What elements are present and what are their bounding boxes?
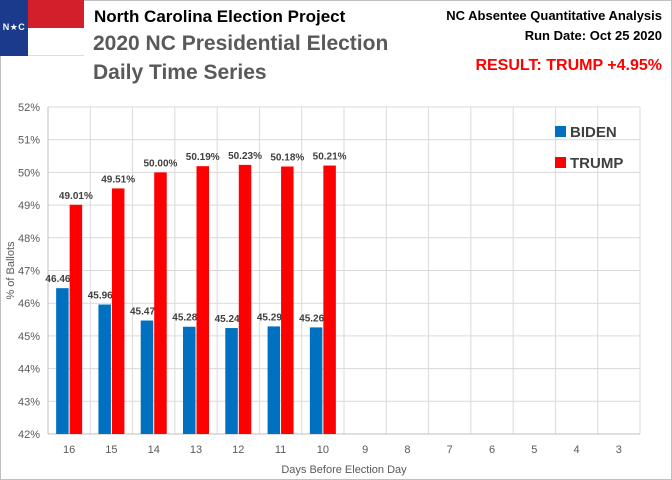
bar-trump: [196, 166, 209, 434]
flag-red-stripe: [28, 0, 84, 28]
x-tick-label: 14: [148, 444, 160, 456]
bar-biden: [98, 304, 111, 434]
star-icon: ★: [9, 22, 19, 32]
y-tick-label: 47%: [18, 266, 40, 278]
flag-union: [0, 0, 28, 56]
result-label: RESULT: TRUMP +4.95%: [475, 57, 662, 74]
bar-trump: [281, 166, 294, 434]
nc-flag: N★C: [0, 0, 84, 56]
bar-trump: [154, 172, 167, 434]
x-tick-label: 16: [63, 444, 75, 456]
bar-biden: [140, 320, 154, 434]
x-tick-label: 10: [317, 444, 329, 456]
data-label-biden: 45.28%: [172, 313, 206, 324]
y-tick-label: 51%: [18, 135, 40, 147]
data-label-trump: 50.21%: [313, 152, 347, 163]
legend-label-trump: TRUMP: [570, 155, 623, 172]
data-label-trump: 50.23%: [228, 151, 262, 162]
x-tick-label: 13: [190, 444, 202, 456]
bar-trump: [238, 164, 252, 434]
analysis-label: NC Absentee Quantitative Analysis: [446, 8, 662, 23]
y-tick-label: 52%: [18, 102, 40, 114]
data-label-trump: 49.01%: [59, 191, 93, 202]
bar-biden: [267, 326, 281, 434]
flag-nc-text: N★C: [2, 22, 26, 32]
bar-biden: [309, 327, 323, 434]
flag-white-stripe: [28, 28, 84, 56]
legend-label-biden: BIDEN: [570, 124, 617, 141]
data-label-trump: 50.00%: [144, 158, 178, 169]
data-label-trump: 49.51%: [101, 174, 135, 185]
data-label-biden: 45.24%: [215, 314, 249, 325]
x-tick-label: 9: [362, 444, 368, 456]
bar-biden: [183, 326, 196, 434]
data-label-trump: 50.19%: [186, 152, 220, 163]
y-tick-label: 43%: [18, 396, 40, 408]
x-tick-label: 4: [574, 444, 580, 456]
bar-biden: [225, 328, 238, 434]
x-tick-label: 7: [447, 444, 453, 456]
y-tick-label: 48%: [18, 233, 40, 245]
y-tick-label: 44%: [18, 364, 40, 376]
x-tick-label: 8: [404, 444, 410, 456]
x-tick-label: 12: [232, 444, 244, 456]
x-tick-label: 6: [489, 444, 495, 456]
legend-swatch-trump: [555, 157, 566, 168]
bar-trump: [69, 204, 83, 434]
chart-title: 2020 NC Presidential Election: [93, 32, 389, 55]
bar-trump: [323, 165, 336, 434]
data-label-biden: 45.26%: [299, 313, 333, 324]
chart-subtitle: Daily Time Series: [93, 61, 267, 84]
bar-trump: [111, 188, 125, 434]
x-axis-label: Days Before Election Day: [281, 464, 407, 476]
y-tick-label: 42%: [18, 429, 40, 441]
y-tick-label: 49%: [18, 200, 40, 212]
y-tick-label: 45%: [18, 331, 40, 343]
x-tick-label: 5: [531, 444, 537, 456]
x-tick-label: 15: [105, 444, 117, 456]
x-tick-label: 11: [275, 444, 286, 456]
legend-swatch-biden: [555, 126, 566, 137]
data-label-biden: 45.47%: [130, 307, 164, 318]
x-tick-label: 3: [616, 444, 622, 456]
y-axis-label: % of Ballots: [5, 241, 17, 300]
data-label-biden: 45.96%: [88, 291, 122, 302]
bar-biden: [56, 288, 69, 434]
data-label-biden: 46.46%: [45, 274, 79, 285]
data-label-biden: 45.29%: [257, 312, 291, 323]
project-title: North Carolina Election Project: [94, 7, 346, 26]
y-tick-label: 46%: [18, 298, 40, 310]
data-label-trump: 50.18%: [270, 153, 304, 164]
run-date: Run Date: Oct 25 2020: [524, 28, 662, 43]
y-tick-label: 50%: [18, 167, 40, 179]
